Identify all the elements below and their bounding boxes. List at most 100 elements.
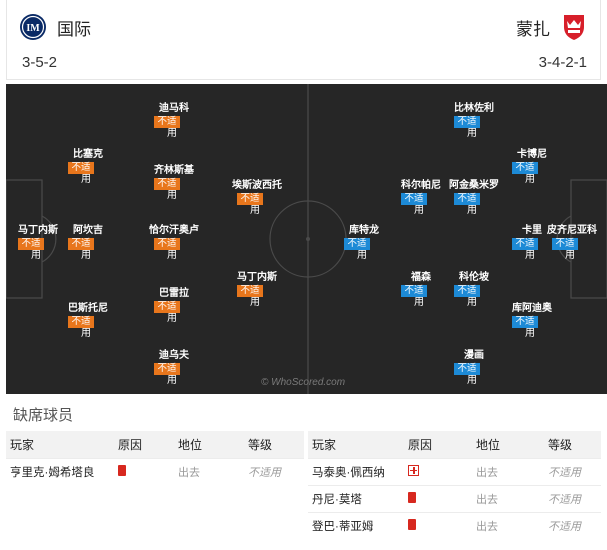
player-name: 埃斯波西托 (232, 180, 282, 191)
away-team[interactable]: 蒙扎 3-4-2-1 (516, 12, 588, 71)
status-badge: 不适 (512, 316, 538, 328)
player-name: 卡博尼 (517, 149, 547, 160)
status-suffix: 用 (525, 328, 535, 339)
status-suffix: 用 (414, 297, 424, 308)
player-name: 科尔帕尼 (401, 180, 441, 191)
status-badge: 不适 (552, 238, 578, 250)
home-player[interactable]: 迪乌夫 不适 用 (134, 350, 214, 387)
status-badge: 不适 (454, 285, 480, 297)
header-player[interactable]: 玩家 (6, 431, 118, 458)
player-name: 巴雷拉 (159, 288, 189, 299)
player-name: 漫画 (464, 350, 484, 361)
status-suffix: 用 (167, 190, 177, 201)
header-level[interactable]: 等级 (248, 431, 304, 458)
player-name: 库阿迪奥 (512, 303, 552, 314)
home-player[interactable]: 马丁内斯 不适 用 (6, 225, 78, 262)
status-badge: 不适 (454, 193, 480, 205)
player-name: 恰尔汗奥卢 (149, 225, 199, 236)
table-row[interactable]: 丹尼·莫塔 出去 不适用 (308, 484, 601, 512)
header-reason[interactable]: 原因 (408, 431, 476, 458)
table-header: 玩家 原因 地位 等级 (6, 431, 304, 458)
away-player[interactable]: 阿金桑米罗 不适 用 (434, 180, 514, 217)
home-player[interactable]: 恰尔汗奥卢 不适 用 (134, 225, 214, 262)
player-name: 库特龙 (349, 225, 379, 236)
player-name: 巴斯托尼 (68, 303, 108, 314)
status-badge: 不适 (512, 162, 538, 174)
away-player[interactable]: 福森 不适 用 (381, 272, 461, 309)
table-header: 玩家 原因 地位 等级 (308, 431, 601, 458)
table-row[interactable]: 亨里克·姆希塔良 出去 不适用 (6, 457, 304, 485)
status-badge: 不适 (454, 363, 480, 375)
home-team-name: 国际 (57, 19, 91, 39)
away-player[interactable]: 卡博尼 不适 用 (492, 149, 572, 186)
team-header: IM 国际 3-5-2 蒙扎 3-4-2-1 (6, 0, 601, 80)
status-badge: 不适 (68, 162, 94, 174)
home-player[interactable]: 阿坎吉 不适 用 (48, 225, 128, 262)
header-reason[interactable]: 原因 (118, 431, 178, 458)
red-card-icon (408, 491, 416, 503)
level-cell: 不适用 (248, 457, 304, 485)
header-position[interactable]: 地位 (178, 431, 248, 458)
player-name[interactable]: 马泰奥·佩西纳 (308, 457, 408, 485)
away-player[interactable]: 库阿迪奥 不适 用 (492, 303, 572, 340)
player-name: 卡里 (522, 225, 542, 236)
player-name: 福森 (411, 272, 431, 283)
home-team[interactable]: IM 国际 3-5-2 (19, 12, 91, 71)
level-cell: 不适用 (548, 457, 601, 485)
player-name[interactable]: 登巴·蒂亚姆 (308, 511, 408, 539)
status-badge: 不适 (512, 238, 538, 250)
status-badge: 不适 (237, 193, 263, 205)
status-suffix: 用 (31, 250, 41, 261)
away-player[interactable]: 库特龙 不适 用 (324, 225, 404, 262)
status-suffix: 用 (467, 205, 477, 216)
svg-text:IM: IM (26, 23, 40, 34)
watermark: © WhoScored.com (261, 377, 346, 388)
header-player[interactable]: 玩家 (308, 431, 408, 458)
home-player[interactable]: 迪马科 不适 用 (134, 103, 214, 140)
header-level[interactable]: 等级 (548, 431, 601, 458)
table-row[interactable]: 马泰奥·佩西纳 出去 不适用 (308, 457, 601, 485)
status-badge: 不适 (68, 316, 94, 328)
reason-cell (118, 457, 178, 485)
player-name: 阿金桑米罗 (449, 180, 499, 191)
status-badge: 不适 (237, 285, 263, 297)
away-player[interactable]: 卡里 不适 用 (492, 225, 572, 262)
position-cell: 出去 (476, 511, 548, 539)
status-badge: 不适 (401, 193, 427, 205)
status-suffix: 用 (81, 328, 91, 339)
level-cell: 不适用 (548, 511, 601, 539)
home-formation: 3-5-2 (22, 54, 58, 71)
status-badge: 不适 (454, 116, 480, 128)
table-row[interactable]: 登巴·蒂亚姆 出去 不适用 (308, 511, 601, 539)
player-name: 马丁内斯 (237, 272, 277, 283)
player-name: 科伦坡 (459, 272, 489, 283)
home-player[interactable]: 巴雷拉 不适 用 (134, 288, 214, 325)
status-suffix: 用 (81, 174, 91, 185)
header-position[interactable]: 地位 (476, 431, 548, 458)
position-cell: 出去 (476, 457, 548, 485)
home-player[interactable]: 比塞克 不适 用 (48, 149, 128, 186)
player-name: 比林佐利 (454, 103, 494, 114)
away-player[interactable]: 科伦坡 不适 用 (434, 272, 514, 309)
player-name: 阿坎吉 (73, 225, 103, 236)
status-suffix: 用 (167, 128, 177, 139)
player-name[interactable]: 丹尼·莫塔 (308, 484, 408, 512)
away-player[interactable]: 漫画 不适 用 (434, 350, 514, 387)
home-player[interactable]: 齐林斯基 不适 用 (134, 165, 214, 202)
status-badge: 不适 (18, 238, 44, 250)
reason-cell (408, 484, 476, 512)
home-player[interactable]: 埃斯波西托 不适 用 (217, 180, 297, 217)
player-name[interactable]: 亨里克·姆希塔良 (6, 457, 118, 485)
home-player[interactable]: 巴斯托尼 不适 用 (48, 303, 128, 340)
status-suffix: 用 (467, 297, 477, 308)
away-player[interactable]: 皮齐尼亚科 不适 用 (532, 225, 607, 262)
player-name: 齐林斯基 (154, 165, 194, 176)
player-name: 迪乌夫 (159, 350, 189, 361)
away-player[interactable]: 科尔帕尼 不适 用 (381, 180, 461, 217)
home-player[interactable]: 马丁内斯 不适 用 (217, 272, 297, 309)
status-suffix: 用 (525, 250, 535, 261)
position-cell: 出去 (178, 457, 248, 485)
status-suffix: 用 (414, 205, 424, 216)
status-suffix: 用 (565, 250, 575, 261)
away-player[interactable]: 比林佐利 不适 用 (434, 103, 514, 140)
